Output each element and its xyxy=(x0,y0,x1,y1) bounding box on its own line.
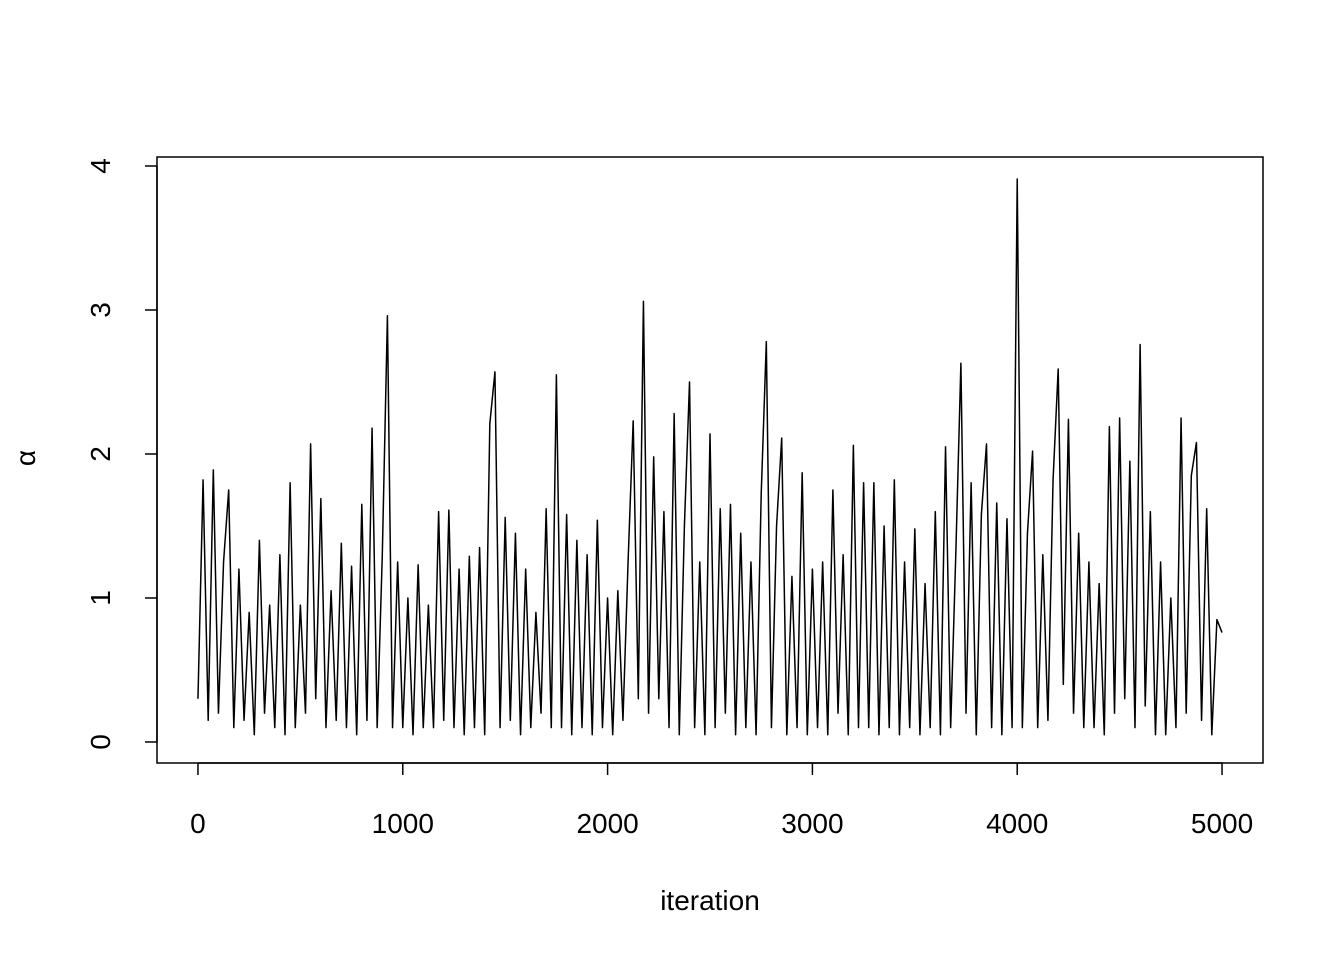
x-tick-label: 4000 xyxy=(986,808,1048,839)
y-tick-label: 2 xyxy=(85,446,116,462)
x-tick-label: 5000 xyxy=(1191,808,1253,839)
y-tick-label: 3 xyxy=(85,302,116,318)
y-tick-label: 4 xyxy=(85,158,116,174)
x-tick-label: 2000 xyxy=(576,808,638,839)
y-axis-label: α xyxy=(10,450,41,466)
y-tick-label: 0 xyxy=(85,734,116,750)
y-tick-label: 1 xyxy=(85,590,116,606)
x-tick-label: 0 xyxy=(190,808,206,839)
x-tick-label: 1000 xyxy=(372,808,434,839)
x-axis-label: iteration xyxy=(660,885,760,916)
x-tick-label: 3000 xyxy=(781,808,843,839)
trace-line xyxy=(197,178,1223,736)
